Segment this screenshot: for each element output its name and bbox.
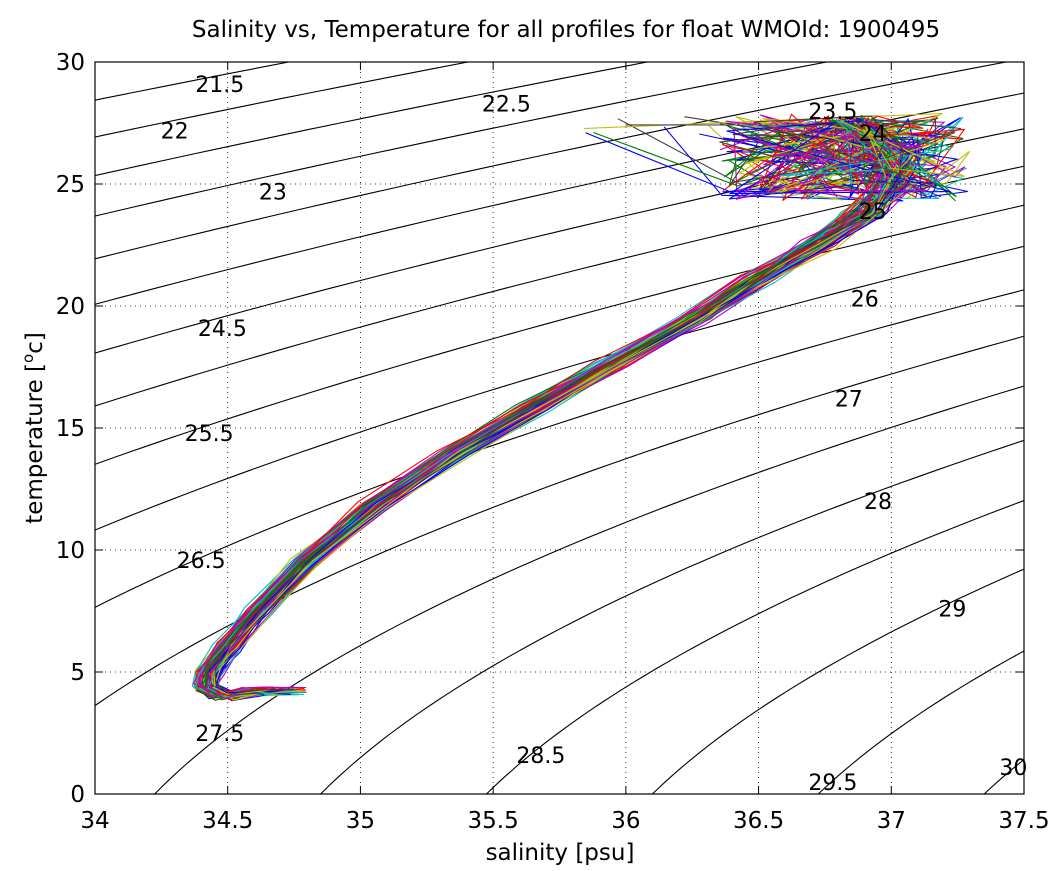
profile-line xyxy=(213,112,946,699)
x-axis-ticks: 34 34.5 35 35.5 36 36.5 37 37.5 xyxy=(80,62,1050,834)
contour-label: 23.5 xyxy=(808,100,857,125)
profile-line xyxy=(214,115,936,695)
contour-label: 30 xyxy=(999,756,1027,781)
y-tick-label: 25 xyxy=(56,172,85,198)
profile-line xyxy=(206,118,947,700)
profile-line xyxy=(207,118,962,695)
contour-label: 22 xyxy=(161,119,189,144)
contour-label: 25 xyxy=(859,200,887,225)
contour-label: 26.5 xyxy=(177,549,226,574)
contour-label: 27 xyxy=(835,388,863,413)
y-tick-label: 10 xyxy=(56,538,85,564)
contour-label: 24.5 xyxy=(198,317,247,342)
contour-label: 27.5 xyxy=(195,722,244,747)
x-tick-label: 35.5 xyxy=(468,808,519,834)
contour-labels: 21.522 22.5 23 23.524 24.5 25 25.5 26 26.5 27 27.5… xyxy=(161,73,1028,796)
isopycnal-line xyxy=(95,289,1024,608)
isopycnal-line xyxy=(652,568,1024,794)
contour-label: 21.5 xyxy=(195,73,244,98)
contour-label: 29 xyxy=(938,598,966,623)
x-tick-label: 36.5 xyxy=(733,808,784,834)
isopycnal-line xyxy=(320,439,1024,794)
isopycnal-line xyxy=(95,335,1024,707)
y-axis-label-main: temperature [ xyxy=(22,363,48,524)
x-tick-label: 34.5 xyxy=(202,808,253,834)
chart-title: Salinity vs, Temperature for all profile… xyxy=(192,17,940,43)
profile-line xyxy=(213,120,965,695)
x-tick-label: 35 xyxy=(346,808,375,834)
y-tick-label: 5 xyxy=(70,660,85,686)
contour-label: 22.5 xyxy=(482,92,531,117)
x-tick-label: 37 xyxy=(877,808,906,834)
contour-label: 25.5 xyxy=(185,422,234,447)
contour-label: 29.5 xyxy=(808,771,857,796)
y-axis-label: temperature [oc] xyxy=(19,332,48,524)
x-tick-label: 34 xyxy=(80,808,109,834)
contour-label: 23 xyxy=(259,180,287,205)
isopycnal-line xyxy=(95,92,1024,305)
profile-line xyxy=(206,116,937,697)
contour-label: 24 xyxy=(859,122,887,147)
y-axis-label-tail: c] xyxy=(22,332,48,354)
y-tick-label: 0 xyxy=(70,782,85,808)
isopycnal-line xyxy=(95,62,830,217)
profile-line xyxy=(198,119,885,698)
isopycnal-line xyxy=(817,650,1024,794)
profile-line xyxy=(191,115,905,697)
isopycnal-line xyxy=(95,204,1024,465)
profile-line xyxy=(207,119,952,698)
x-axis-label: salinity [psu] xyxy=(486,840,635,866)
x-tick-label: 37.5 xyxy=(998,808,1049,834)
y-tick-label: 15 xyxy=(56,416,85,442)
isopycnal-line xyxy=(95,245,1024,531)
contour-label: 28 xyxy=(864,490,892,515)
contour-label: 28.5 xyxy=(516,744,565,769)
profile-lines xyxy=(191,112,971,702)
x-tick-label: 36 xyxy=(611,808,640,834)
contour-label: 26 xyxy=(851,288,879,313)
profile-line xyxy=(195,113,891,697)
y-axis-ticks: 0 5 10 15 20 25 30 xyxy=(56,50,1024,808)
isopycnal-line xyxy=(486,499,1024,794)
isopycnal-line xyxy=(95,62,1010,260)
y-axis-label-superscript: o xyxy=(19,354,37,363)
isopycnal-line xyxy=(154,385,1024,794)
y-tick-label: 30 xyxy=(56,50,85,76)
isopycnal-line xyxy=(95,62,651,177)
y-tick-label: 20 xyxy=(56,294,85,320)
